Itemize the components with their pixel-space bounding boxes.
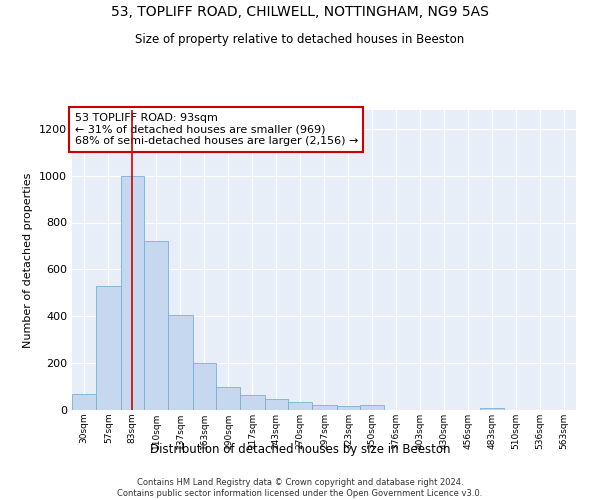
Bar [288,402,313,410]
Bar [72,394,96,410]
Text: 53, TOPLIFF ROAD, CHILWELL, NOTTINGHAM, NG9 5AS: 53, TOPLIFF ROAD, CHILWELL, NOTTINGHAM, … [111,5,489,19]
Bar [480,408,504,410]
Bar [193,363,216,410]
Bar [313,405,337,410]
Text: Distribution of detached houses by size in Beeston: Distribution of detached houses by size … [150,442,450,456]
Bar [121,176,144,410]
Text: Contains HM Land Registry data © Crown copyright and database right 2024.
Contai: Contains HM Land Registry data © Crown c… [118,478,482,498]
Bar [240,395,265,410]
Text: Size of property relative to detached houses in Beeston: Size of property relative to detached ho… [136,32,464,46]
Bar [265,399,288,410]
Bar [96,286,121,410]
Text: 53 TOPLIFF ROAD: 93sqm
← 31% of detached houses are smaller (969)
68% of semi-de: 53 TOPLIFF ROAD: 93sqm ← 31% of detached… [74,113,358,146]
Bar [144,242,168,410]
Bar [337,406,360,410]
Bar [360,406,385,410]
Bar [216,386,240,410]
Bar [168,315,193,410]
Y-axis label: Number of detached properties: Number of detached properties [23,172,34,348]
